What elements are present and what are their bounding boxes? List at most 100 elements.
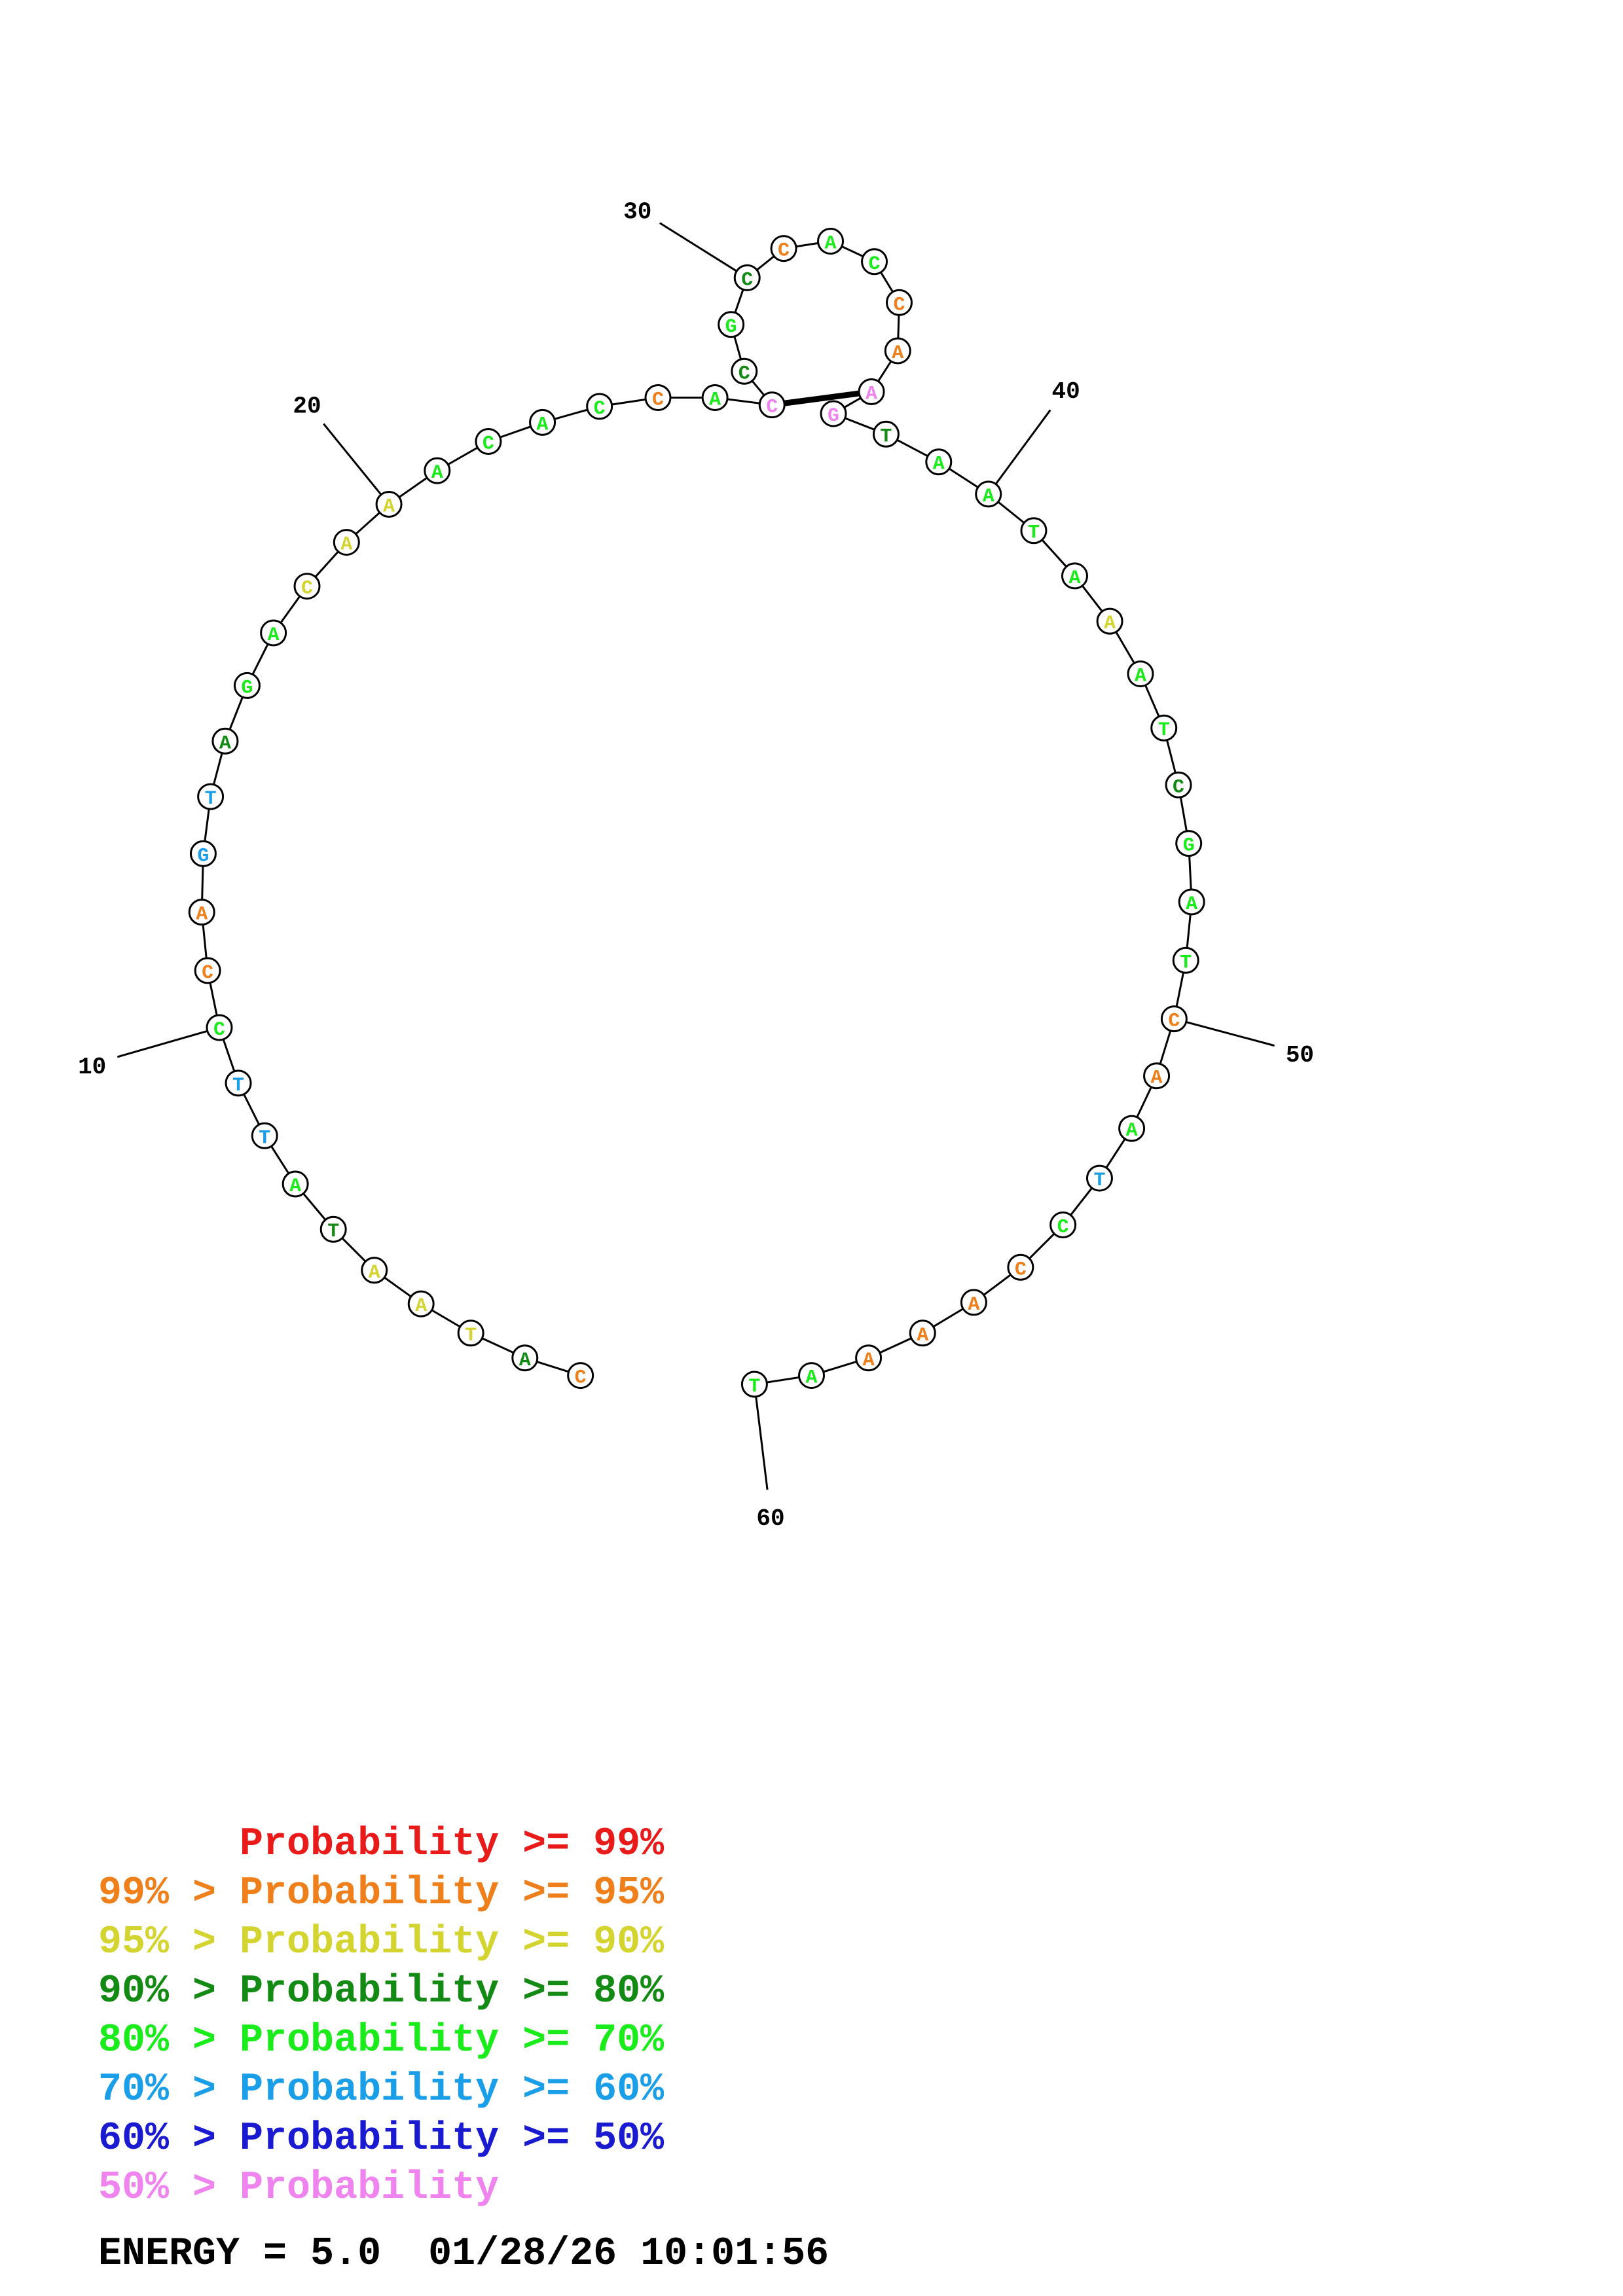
nucleotide-circle <box>1096 607 1123 635</box>
nucleotide-circle <box>189 840 217 867</box>
nucleotide-circle <box>206 1014 233 1041</box>
nucleotide-letter: G <box>1183 835 1195 857</box>
nucleotide-letter: G <box>725 316 737 338</box>
nucleotide: A <box>858 378 885 406</box>
nucleotide: A <box>375 491 403 518</box>
nucleotide-letter: C <box>652 389 664 411</box>
nucleotide: G <box>718 311 745 338</box>
nucleotide-circle <box>529 408 556 436</box>
nucleotide-letter: A <box>825 233 837 255</box>
nucleotide-letter: A <box>431 462 443 484</box>
nucleotide-letter: C <box>1173 776 1184 798</box>
nucleotide-letter: G <box>828 405 839 427</box>
nucleotide-letter: C <box>594 398 606 420</box>
nucleotide-letter: T <box>465 1325 477 1347</box>
nucleotide: T <box>740 1371 768 1398</box>
position-label: 30 <box>623 198 651 225</box>
nucleotide-circle <box>718 311 745 338</box>
nucleotide-circle <box>731 357 758 385</box>
nucleotide: A <box>1127 660 1154 688</box>
position-label: 40 <box>1051 378 1080 405</box>
nucleotide-letter: A <box>196 904 208 926</box>
nucleotide-letter: T <box>327 1221 339 1243</box>
nucleotide: T <box>1020 517 1048 545</box>
nucleotide: A <box>925 448 953 476</box>
nucleotide-letter: T <box>205 788 217 810</box>
nucleotide: A <box>884 337 911 365</box>
nucleotide: T <box>225 1069 252 1097</box>
nucleotide-letter: A <box>892 342 903 365</box>
nucleotide-circle <box>855 1344 883 1372</box>
nucleotide-letter: T <box>1158 719 1170 742</box>
legend-line: 90% > Probability >= 80% <box>98 1969 665 2014</box>
nucleotide-circle <box>758 391 786 419</box>
nucleotide: G <box>1175 830 1203 857</box>
nucleotide-letter: A <box>866 384 877 406</box>
nucleotide: A <box>798 1362 825 1390</box>
nucleotide: C <box>586 393 613 420</box>
nucleotide-letter: C <box>213 1019 225 1041</box>
nucleotide-letter: C <box>739 363 750 385</box>
position-tick-line <box>987 409 1051 495</box>
nucleotide: T <box>197 783 225 810</box>
nucleotide-letter: C <box>778 240 790 262</box>
nucleotide-circle <box>960 1289 987 1316</box>
nucleotide-letter: G <box>197 845 209 867</box>
nucleotide: A <box>424 457 451 484</box>
legend-line: 99% > Probability >= 95% <box>98 1871 665 1916</box>
nucleotide-circle <box>233 672 261 699</box>
nucleotide: A <box>855 1344 883 1372</box>
nucleotide-letter: T <box>880 425 892 448</box>
nucleotide-circle <box>567 1362 594 1390</box>
nucleotide-letter: A <box>1126 1120 1138 1142</box>
nucleotide: C <box>293 573 321 600</box>
nucleotide-letter: C <box>1015 1259 1027 1281</box>
nucleotide: T <box>1085 1164 1113 1192</box>
nucleotide: C <box>758 391 786 419</box>
nucleotide: A <box>1096 607 1123 635</box>
nucleotide-circle <box>798 1362 825 1390</box>
nucleotide: A <box>909 1319 936 1347</box>
position-ticks: 10 20 30 40 50 60 <box>78 198 1314 1532</box>
nucleotide-letter: T <box>1180 952 1192 974</box>
nucleotide-letter: A <box>289 1175 301 1198</box>
nucleotide-circle <box>1165 771 1192 798</box>
base-pair-lines <box>771 389 872 408</box>
nucleotide-letter: A <box>383 496 395 518</box>
nucleotide-circle <box>1049 1211 1077 1239</box>
nucleotide-circle <box>861 248 888 276</box>
nucleotide-circle <box>225 1069 252 1097</box>
nucleotide-circle <box>1007 1253 1034 1281</box>
position-label: 50 <box>1286 1042 1314 1069</box>
nucleotide: C <box>475 427 502 455</box>
nucleotide-circle <box>211 727 239 755</box>
nucleotide-circle <box>1178 888 1205 916</box>
nucleotide: C <box>1165 771 1192 798</box>
nucleotide: C <box>731 357 758 385</box>
nucleotide: A <box>188 899 215 926</box>
nucleotide: A <box>1178 888 1205 916</box>
nucleotide-circle <box>701 384 729 411</box>
nucleotide: A <box>260 619 287 647</box>
nucleotide-circle <box>975 480 1002 508</box>
nucleotide-circle <box>424 457 451 484</box>
nucleotide-circle <box>361 1257 388 1284</box>
nucleotide: A <box>407 1290 435 1318</box>
nucleotide-letter: C <box>1168 1011 1180 1033</box>
nucleotide: C <box>644 384 672 411</box>
nucleotide: A <box>960 1289 987 1316</box>
position-label: 10 <box>78 1054 106 1081</box>
nucleotide-circle <box>1061 562 1088 590</box>
nucleotide-letter: A <box>369 1262 380 1284</box>
nucleotide: C <box>886 289 913 316</box>
nucleotide-circle <box>817 228 845 255</box>
nucleotide-circle <box>457 1319 484 1347</box>
nucleotide-circle <box>884 337 911 365</box>
legend-line: 70% > Probability >= 60% <box>98 2068 665 2112</box>
nucleotide-circle <box>886 289 913 316</box>
nucleotide: C <box>861 248 888 276</box>
nucleotide-circle <box>293 573 321 600</box>
nucleotide-circle <box>770 235 797 262</box>
nucleotide-circle <box>586 393 613 420</box>
nucleotide: C <box>206 1014 233 1041</box>
